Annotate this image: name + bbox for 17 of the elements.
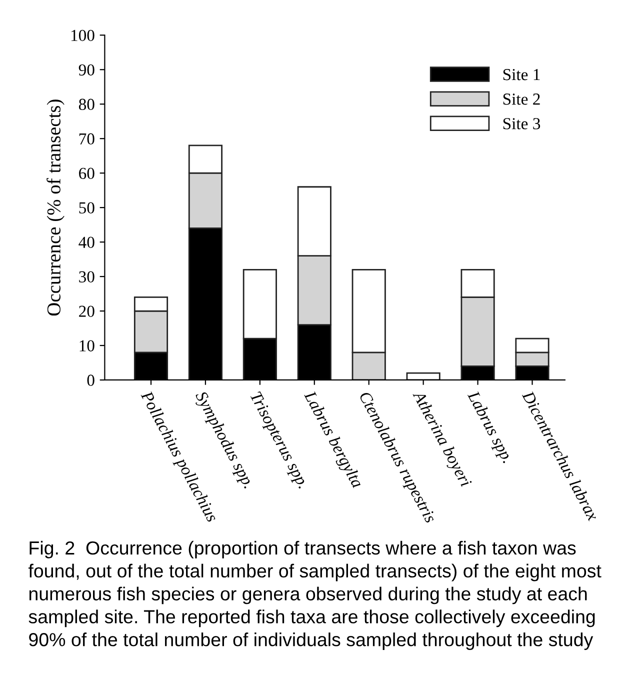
y-tick-label: 90 — [78, 64, 94, 76]
legend-label: Site 1 — [503, 69, 540, 80]
y-tick-label: 30 — [79, 271, 94, 282]
y-tick-label: 80 — [78, 98, 94, 110]
y-tick-label: 0 — [87, 374, 94, 386]
y-tick-label: 50 — [79, 202, 94, 214]
legend-label: Site 3 — [503, 118, 540, 130]
y-tick-label: 60 — [79, 168, 94, 180]
y-tick-label: 40 — [78, 236, 94, 248]
legend-label: Site 2 — [503, 94, 540, 105]
y-tick-label: 20 — [79, 306, 94, 317]
y-axis-title: Occurrence (% of transects) — [46, 100, 64, 316]
y-tick-label: 10 — [80, 340, 94, 352]
y-tick-label: 100 — [71, 30, 94, 42]
bar — [406, 372, 440, 380]
caption: Fig. 2 Occurrence (proportion of transects where a fish taxon was found, out of the total number of sampled transects) of the eight most numerous fish species or genera observed during the study at each sampled site. The reported fish taxa are those collectively exceeding 90% of the total number of individuals sampled throughout the study — [28, 540, 602, 650]
y-tick-label: 70 — [79, 133, 94, 145]
